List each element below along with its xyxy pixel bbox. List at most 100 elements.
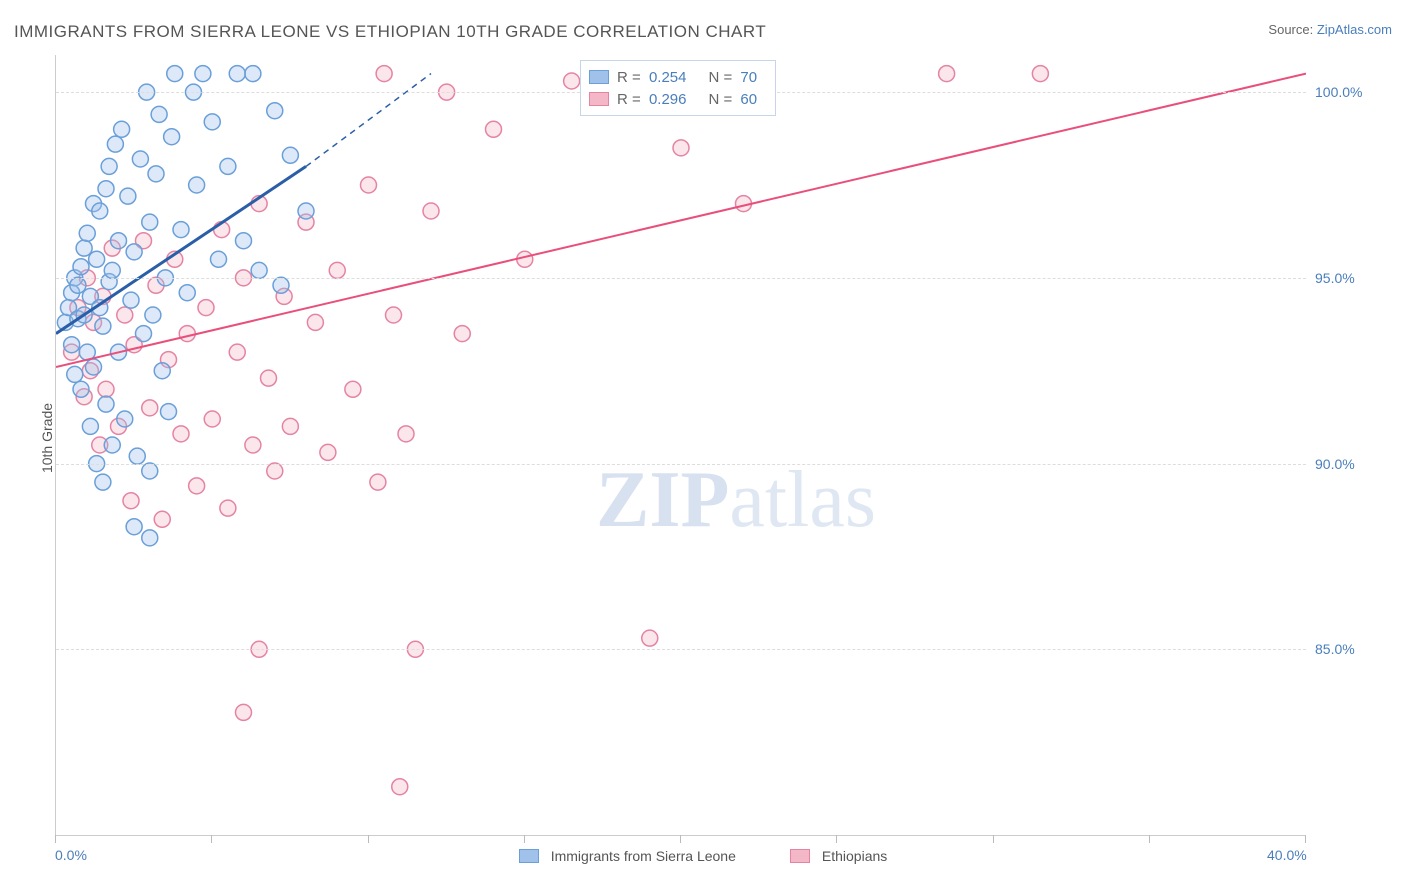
xtick-mark (368, 835, 369, 843)
data-point (142, 400, 158, 416)
ytick-label: 85.0% (1315, 641, 1355, 657)
data-point (179, 326, 195, 342)
data-point (267, 463, 283, 479)
data-point (273, 277, 289, 293)
data-point (282, 147, 298, 163)
data-point (120, 188, 136, 204)
data-point (220, 158, 236, 174)
data-point (220, 500, 236, 516)
data-point (673, 140, 689, 156)
data-point (245, 66, 261, 82)
ytick-label: 95.0% (1315, 270, 1355, 286)
data-point (486, 121, 502, 137)
data-point (1032, 66, 1048, 82)
xtick-mark (55, 835, 56, 843)
y-axis-label: 10th Grade (39, 403, 55, 473)
data-point (89, 251, 105, 267)
data-point (267, 103, 283, 119)
data-point (151, 106, 167, 122)
data-point (76, 240, 92, 256)
data-point (329, 262, 345, 278)
trend-line (56, 166, 306, 333)
data-point (129, 448, 145, 464)
data-point (370, 474, 386, 490)
data-point (142, 214, 158, 230)
ytick-label: 100.0% (1315, 84, 1362, 100)
data-point (454, 326, 470, 342)
data-point (376, 66, 392, 82)
gridline (56, 649, 1306, 650)
plot-area: ZIPatlas (55, 55, 1306, 836)
scatter-svg (56, 55, 1306, 835)
ytick-label: 90.0% (1315, 456, 1355, 472)
series-legend: Immigrants from Sierra Leone Ethiopians (0, 848, 1406, 866)
data-point (261, 370, 277, 386)
data-point (111, 233, 127, 249)
data-point (189, 177, 205, 193)
data-point (95, 474, 111, 490)
data-point (123, 292, 139, 308)
swatch-sierra-leone (589, 70, 609, 84)
data-point (392, 779, 408, 795)
data-point (204, 114, 220, 130)
xtick-mark (680, 835, 681, 843)
data-point (398, 426, 414, 442)
data-point (198, 300, 214, 316)
data-point (148, 166, 164, 182)
data-point (386, 307, 402, 323)
xtick-mark (836, 835, 837, 843)
data-point (92, 203, 108, 219)
xtick-label: 40.0% (1267, 847, 1307, 863)
data-point (320, 444, 336, 460)
data-point (161, 404, 177, 420)
data-point (107, 136, 123, 152)
chart-title: IMMIGRANTS FROM SIERRA LEONE VS ETHIOPIA… (14, 22, 766, 41)
data-point (642, 630, 658, 646)
data-point (211, 251, 227, 267)
data-point (73, 259, 89, 275)
data-point (98, 181, 114, 197)
data-point (126, 519, 142, 535)
data-point (939, 66, 955, 82)
data-point (251, 262, 267, 278)
data-point (73, 381, 89, 397)
data-point (345, 381, 361, 397)
xtick-label: 0.0% (55, 847, 87, 863)
data-point (101, 158, 117, 174)
data-point (361, 177, 377, 193)
data-point (98, 381, 114, 397)
data-point (236, 233, 252, 249)
data-point (136, 326, 152, 342)
xtick-mark (993, 835, 994, 843)
data-point (123, 493, 139, 509)
swatch-ethiopians-bottom (790, 849, 810, 863)
data-point (82, 418, 98, 434)
data-point (145, 307, 161, 323)
legend-row-sierra-leone: R = 0.254 N = 70 (589, 66, 765, 88)
data-point (298, 203, 314, 219)
legend-row-ethiopians: R = 0.296 N = 60 (589, 88, 765, 110)
data-point (236, 704, 252, 720)
data-point (70, 277, 86, 293)
data-point (142, 530, 158, 546)
swatch-sierra-leone-bottom (519, 849, 539, 863)
gridline (56, 464, 1306, 465)
data-point (64, 337, 80, 353)
data-point (229, 66, 245, 82)
data-point (189, 478, 205, 494)
data-point (132, 151, 148, 167)
source-link[interactable]: ZipAtlas.com (1317, 22, 1392, 37)
series-label-sierra-leone: Immigrants from Sierra Leone (551, 848, 736, 864)
data-point (142, 463, 158, 479)
data-point (117, 411, 133, 427)
data-point (173, 222, 189, 238)
data-point (154, 363, 170, 379)
correlation-legend: R = 0.254 N = 70 R = 0.296 N = 60 (580, 60, 776, 116)
data-point (117, 307, 133, 323)
data-point (79, 225, 95, 241)
data-point (104, 437, 120, 453)
data-point (307, 314, 323, 330)
xtick-mark (1305, 835, 1306, 843)
xtick-mark (211, 835, 212, 843)
data-point (282, 418, 298, 434)
